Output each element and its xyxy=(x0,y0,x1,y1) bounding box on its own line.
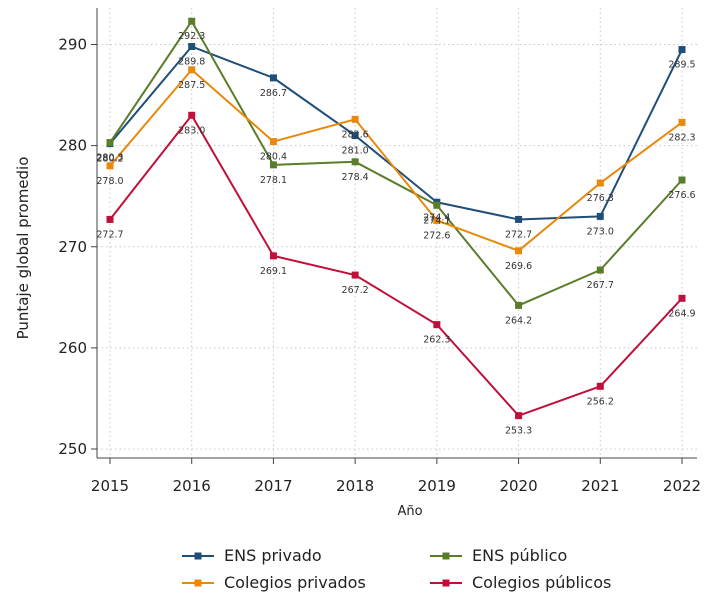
data-label-ens-privado: 280.2 xyxy=(96,154,123,165)
data-point-ens-privado xyxy=(515,215,523,223)
y-tick-label: 280 xyxy=(58,137,87,155)
data-point-ens-publico xyxy=(106,139,114,147)
data-label-colegios-privados: 278.0 xyxy=(96,176,123,187)
x-axis-title: Año xyxy=(397,504,422,519)
legend-label: Colegios privados xyxy=(224,573,366,592)
data-point-colegios-privados xyxy=(678,118,686,126)
data-point-colegios-publicos xyxy=(106,215,114,223)
data-point-colegios-publicos xyxy=(188,111,196,119)
data-label-ens-publico: 292.3 xyxy=(178,31,205,42)
data-label-ens-publico: 278.1 xyxy=(260,175,287,186)
data-point-colegios-publicos xyxy=(596,382,604,390)
y-tick-label: 270 xyxy=(58,238,87,256)
data-point-ens-privado xyxy=(188,43,196,51)
data-label-ens-publico: 276.6 xyxy=(668,190,695,201)
data-label-colegios-privados: 276.3 xyxy=(587,193,614,204)
data-label-ens-privado: 272.7 xyxy=(505,229,532,240)
series-line-colegios-publicos xyxy=(109,114,683,417)
data-label-ens-publico: 264.2 xyxy=(505,315,532,326)
data-label-colegios-publicos: 283.0 xyxy=(178,125,205,136)
data-point-colegios-privados xyxy=(106,162,114,170)
data-label-ens-publico: 278.4 xyxy=(342,172,369,183)
data-label-colegios-privados: 272.6 xyxy=(423,230,450,241)
data-point-colegios-publicos xyxy=(269,252,277,260)
data-label-colegios-privados: 269.6 xyxy=(505,261,532,272)
grid-layer xyxy=(97,8,697,458)
data-point-ens-privado xyxy=(269,74,277,82)
data-label-ens-privado: 273.0 xyxy=(587,226,614,237)
legend-label: ENS público xyxy=(472,546,567,565)
data-label-ens-privado: 286.7 xyxy=(260,88,287,99)
data-point-ens-publico xyxy=(433,201,441,209)
series-line-colegios-privados xyxy=(109,68,683,252)
legend-item-colegios-publicos: Colegios públicos xyxy=(430,573,611,592)
x-tick-label: 2021 xyxy=(581,477,619,495)
data-label-ens-privado: 289.5 xyxy=(668,60,695,71)
series-line-ens-publico xyxy=(109,20,683,307)
x-tick-label: 2018 xyxy=(336,477,374,495)
x-tick-label: 2017 xyxy=(254,477,292,495)
legend-item-ens-publico: ENS público xyxy=(430,546,567,565)
legend-swatch-marker xyxy=(442,579,450,587)
data-label-ens-publico: 267.7 xyxy=(587,280,614,291)
data-point-ens-publico xyxy=(515,301,523,309)
data-label-colegios-publicos: 264.9 xyxy=(668,308,695,319)
data-point-ens-publico xyxy=(596,266,604,274)
y-axis-title: Puntaje global promedio xyxy=(14,157,32,340)
legend: ENS privado ENS público Colegios privados C… xyxy=(182,546,611,592)
y-tick-label: 250 xyxy=(58,440,87,458)
data-point-ens-privado xyxy=(351,132,359,140)
data-point-ens-privado xyxy=(678,46,686,54)
data-label-ens-privado: 274.4 xyxy=(423,212,450,223)
data-label-colegios-publicos: 272.7 xyxy=(96,229,123,240)
legend-item-ens-privado: ENS privado xyxy=(182,546,322,565)
legend-label: ENS privado xyxy=(224,546,322,565)
data-label-colegios-privados: 282.3 xyxy=(668,132,695,143)
data-label-colegios-publicos: 256.2 xyxy=(587,396,614,407)
data-point-ens-privado xyxy=(596,212,604,220)
data-point-ens-publico xyxy=(269,161,277,169)
data-label-ens-privado: 281.0 xyxy=(342,146,369,157)
data-point-colegios-privados xyxy=(351,115,359,123)
data-label-colegios-publicos: 269.1 xyxy=(260,266,287,277)
data-point-ens-publico xyxy=(188,17,196,25)
series-layer xyxy=(106,17,686,420)
data-label-layer: 280.2 289.8 286.7 281.0 274.4 272.7 273.0 289.5… xyxy=(96,31,695,436)
data-point-colegios-privados xyxy=(188,66,196,74)
data-point-ens-publico xyxy=(678,176,686,184)
x-tick-label: 2020 xyxy=(499,477,537,495)
data-point-ens-publico xyxy=(351,158,359,166)
data-label-ens-publico: 280.3 xyxy=(96,153,123,164)
x-tick-label: 2015 xyxy=(91,477,129,495)
legend-swatch-marker xyxy=(194,552,202,560)
data-label-colegios-privados: 287.5 xyxy=(178,80,205,91)
legend-swatch-marker xyxy=(194,579,202,587)
data-label-colegios-publicos: 267.2 xyxy=(342,285,369,296)
data-label-ens-privado: 289.8 xyxy=(178,57,205,68)
data-point-colegios-privados xyxy=(596,179,604,187)
data-label-colegios-privados: 280.4 xyxy=(260,152,287,163)
data-point-colegios-privados xyxy=(515,247,523,255)
data-point-colegios-privados xyxy=(269,138,277,146)
data-label-colegios-privados: 282.6 xyxy=(342,129,369,140)
x-tick-label: 2022 xyxy=(663,477,701,495)
data-point-colegios-publicos xyxy=(678,294,686,302)
data-label-ens-publico: 274.1 xyxy=(423,215,450,226)
data-point-colegios-publicos xyxy=(433,321,441,329)
y-tick-label: 290 xyxy=(58,36,87,54)
data-point-colegios-privados xyxy=(433,216,441,224)
data-point-colegios-publicos xyxy=(351,271,359,279)
x-tick-label: 2019 xyxy=(418,477,456,495)
legend-label: Colegios públicos xyxy=(472,573,611,592)
data-label-colegios-publicos: 262.3 xyxy=(423,335,450,346)
data-label-colegios-publicos: 253.3 xyxy=(505,426,532,437)
legend-swatch-marker xyxy=(442,552,450,560)
legend-item-colegios-privados: Colegios privados xyxy=(182,573,366,592)
y-tick-label: 260 xyxy=(58,339,87,357)
axis-layer: 250 260 270 280 290 2015 2016 2017 2018 2019 2020 2… xyxy=(58,8,701,495)
x-tick-label: 2016 xyxy=(173,477,211,495)
data-point-colegios-publicos xyxy=(515,412,523,420)
